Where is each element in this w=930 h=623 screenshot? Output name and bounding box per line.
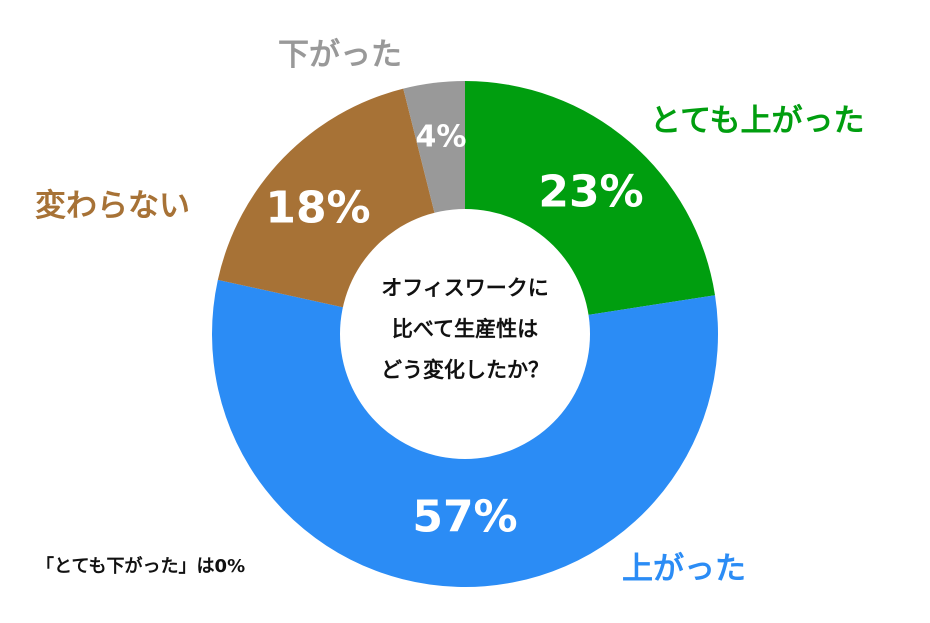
slice-value-agatta: 57% [412, 492, 517, 543]
slice-label-totemo-agatta: とても上がった [650, 103, 865, 139]
footnote: 「とても下がった」は0% [36, 556, 246, 577]
center-title-line-1: オフィスワークに [381, 276, 549, 300]
slice-value-sagatta: 4% [416, 120, 467, 155]
center-title-line-3: どう変化したか？ [381, 358, 549, 382]
slice-label-sagatta: 下がった [278, 37, 402, 73]
slice-label-kawaranai: 変わらない [35, 188, 190, 224]
donut-hole [340, 209, 590, 459]
center-title: オフィスワークに 比べて生産性は どう変化したか？ [381, 276, 549, 382]
center-title-line-2: 比べて生産性は [392, 317, 538, 341]
slice-label-agatta: 上がった [622, 551, 746, 587]
slice-value-totemo-agatta: 23% [538, 167, 643, 218]
slice-value-kawaranai: 18% [265, 183, 370, 234]
